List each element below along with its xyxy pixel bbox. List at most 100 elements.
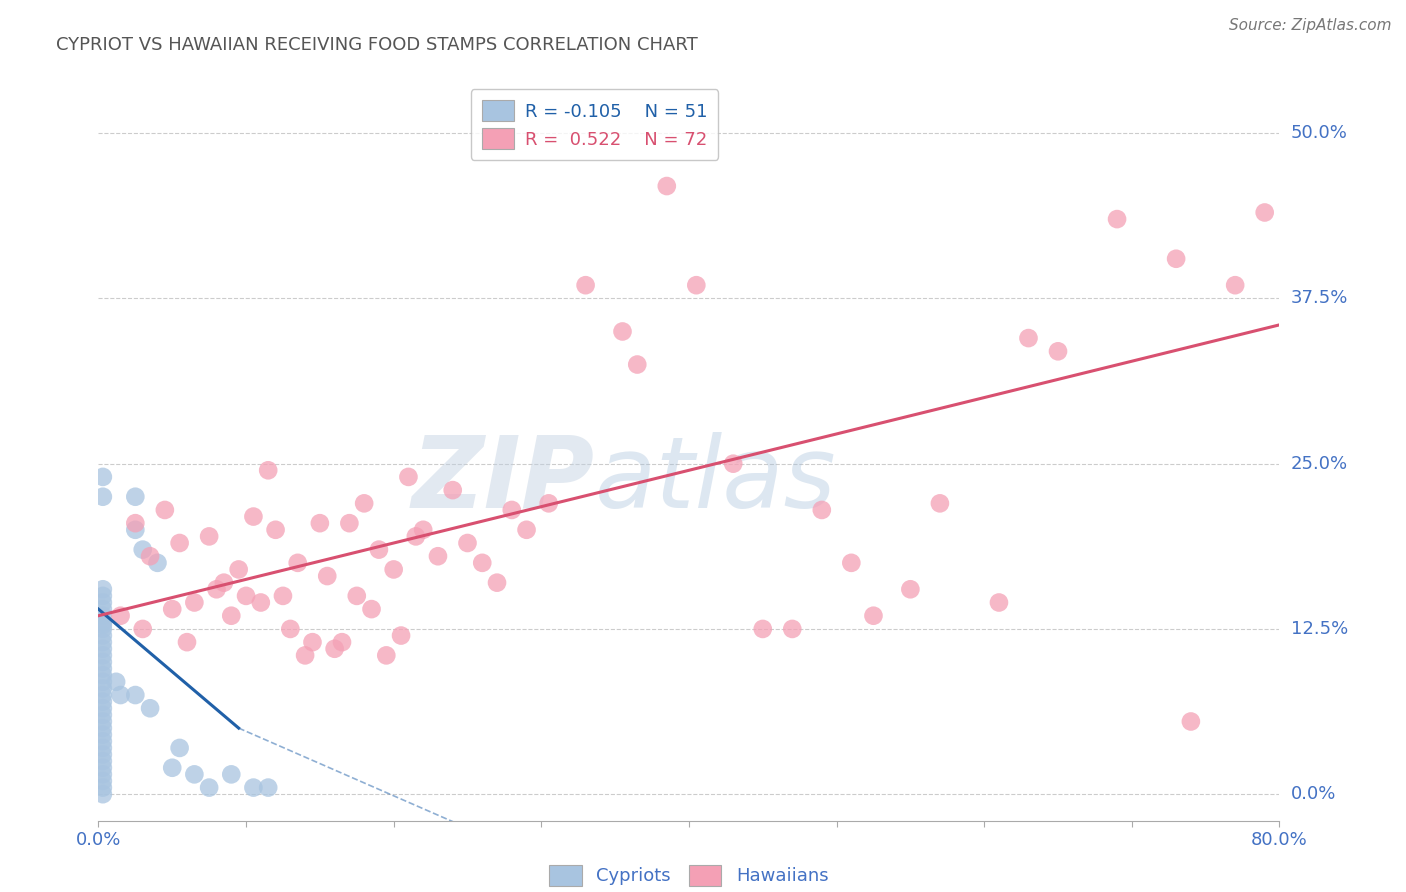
Point [91,608,114,623]
Point [91,747,114,762]
Point [124,523,146,537]
Point [91,761,114,775]
Point [176,635,198,649]
Point [928,496,950,510]
Point [1164,252,1187,266]
Point [287,556,309,570]
Point [212,575,235,590]
Point [1180,714,1202,729]
Point [198,780,221,795]
Point [91,602,114,616]
Point [330,635,353,649]
Point [486,575,509,590]
Point [183,595,205,609]
Point [360,602,382,616]
Point [456,536,478,550]
Point [91,787,114,801]
Point [91,470,114,484]
Point [105,674,128,689]
Point [353,496,375,510]
Text: Source: ZipAtlas.com: Source: ZipAtlas.com [1229,18,1392,33]
Point [110,608,132,623]
Point [612,325,634,339]
Point [91,774,114,789]
Point [91,595,114,609]
Point [323,641,346,656]
Point [900,582,922,597]
Point [91,490,114,504]
Text: 37.5%: 37.5% [1291,289,1348,308]
Text: atlas: atlas [595,432,837,529]
Point [91,582,114,597]
Point [242,509,264,524]
Text: 0.0%: 0.0% [1291,785,1336,803]
Point [205,582,228,597]
Text: 50.0%: 50.0% [1291,124,1347,142]
Point [396,470,419,484]
Point [346,589,368,603]
Point [91,622,114,636]
Point [91,589,114,603]
Point [1254,205,1277,219]
Point [309,516,332,531]
Point [516,523,538,537]
Point [294,648,316,663]
Point [91,635,114,649]
Point [139,549,162,564]
Point [723,457,745,471]
Point [183,767,205,781]
Point [441,483,464,497]
Point [91,668,114,682]
Text: 25.0%: 25.0% [1291,455,1348,473]
Point [124,516,146,531]
Point [368,542,391,557]
Point [91,728,114,742]
Point [257,780,280,795]
Point [375,648,398,663]
Point [153,503,176,517]
Point [124,688,146,702]
Point [91,695,114,709]
Point [91,688,114,702]
Point [405,529,427,543]
Point [389,628,412,642]
Point [91,767,114,781]
Point [228,562,250,576]
Point [782,622,804,636]
Point [146,556,169,570]
Point [91,734,114,748]
Point [250,595,273,609]
Point [219,767,243,781]
Point [655,179,678,194]
Point [810,503,832,517]
Point [537,496,560,510]
Point [257,463,280,477]
Point [198,529,221,543]
Text: 12.5%: 12.5% [1291,620,1348,638]
Point [301,635,323,649]
Point [91,641,114,656]
Point [91,740,114,755]
Point [987,595,1010,609]
Point [91,662,114,676]
Point [337,516,360,531]
Point [839,556,862,570]
Point [139,701,162,715]
Point [91,615,114,630]
Point [91,674,114,689]
Point [626,358,648,372]
Point [162,761,183,775]
Point [91,681,114,696]
Point [219,608,243,623]
Point [574,278,596,293]
Point [751,622,773,636]
Point [91,648,114,663]
Point [91,780,114,795]
Point [471,556,494,570]
Point [132,542,155,557]
Point [235,589,257,603]
Legend: Cypriots, Hawaiians: Cypriots, Hawaiians [543,858,835,892]
Text: ZIP: ZIP [412,432,595,529]
Point [1046,344,1069,359]
Point [91,707,114,722]
